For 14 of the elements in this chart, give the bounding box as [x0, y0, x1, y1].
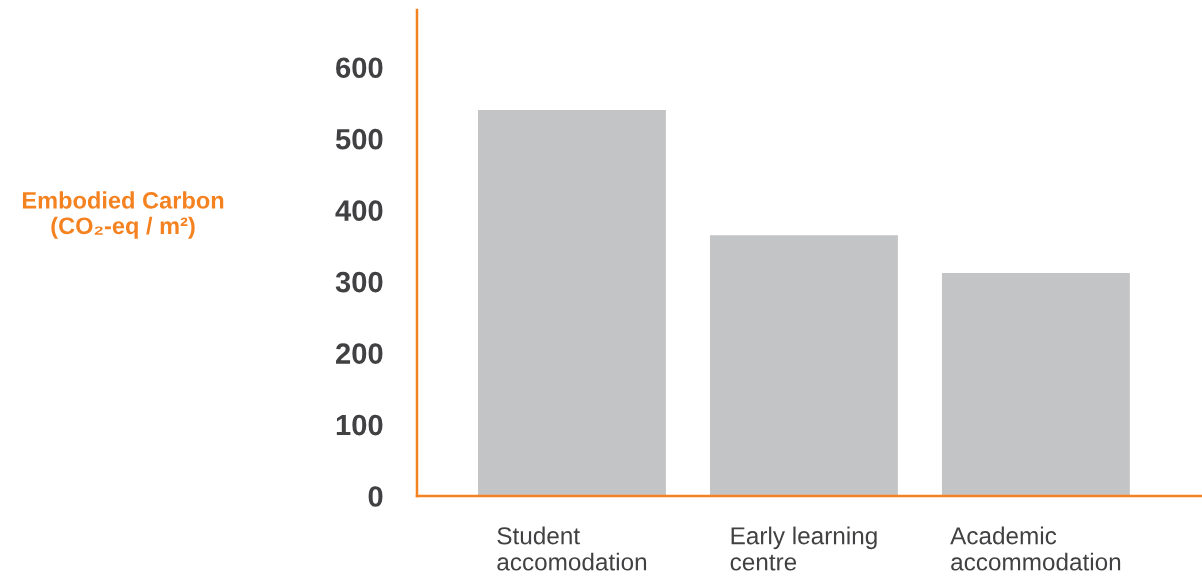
y-tick-label: 500: [335, 128, 383, 150]
bar: [478, 110, 666, 496]
bar: [941, 273, 1130, 496]
y-axis-title: Embodied Carbon (CO₂-eq / m²): [22, 191, 224, 239]
bar: [709, 235, 898, 496]
x-tick-label: Student accomodation: [497, 526, 647, 571]
y-tick-label: 0: [368, 486, 383, 507]
y-tick-label: 400: [335, 200, 383, 221]
x-tick-label: Academic accommodation: [950, 526, 1121, 571]
y-tick-label: 300: [335, 271, 383, 293]
y-tick-label: 200: [336, 343, 383, 364]
y-tick-label: 100: [336, 414, 383, 436]
y-tick-label: 600: [336, 57, 383, 79]
x-tick-label: Early learning centre: [730, 526, 877, 571]
